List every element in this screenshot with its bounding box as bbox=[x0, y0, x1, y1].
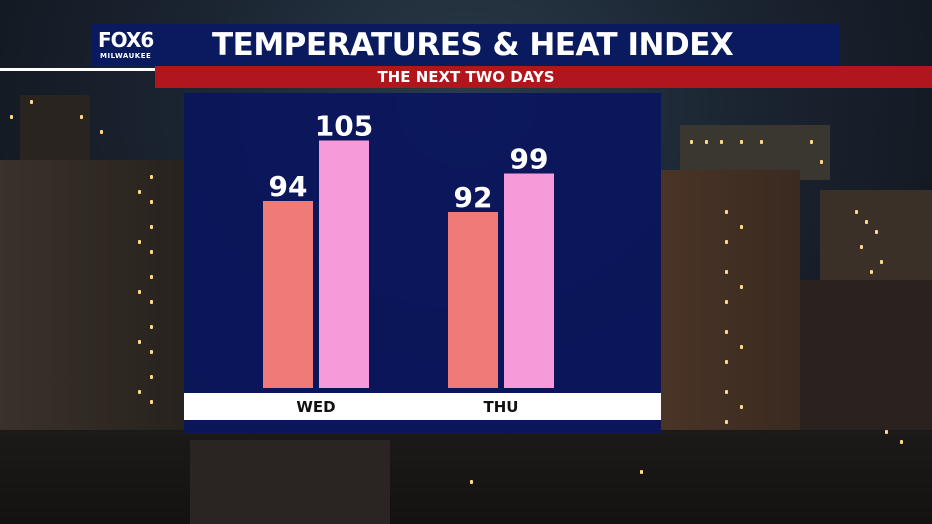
building bbox=[660, 170, 800, 470]
title-bar: FOX6 MILWAUKEE TEMPERATURES & HEAT INDEX bbox=[92, 24, 840, 66]
bar-thu-0 bbox=[448, 212, 498, 388]
window-light bbox=[880, 260, 883, 264]
window-light bbox=[725, 360, 728, 364]
window-light bbox=[740, 225, 743, 229]
window-light bbox=[138, 240, 141, 244]
street bbox=[0, 430, 932, 524]
bar-wed-1 bbox=[319, 140, 369, 388]
window-light bbox=[725, 240, 728, 244]
subtitle-bar: THE NEXT TWO DAYS bbox=[155, 66, 932, 88]
window-light bbox=[150, 275, 153, 279]
window-light bbox=[865, 220, 868, 224]
window-light bbox=[138, 340, 141, 344]
window-light bbox=[740, 285, 743, 289]
data-label: 92 bbox=[454, 181, 493, 214]
window-light bbox=[30, 100, 33, 104]
window-light bbox=[138, 390, 141, 394]
category-label: WED bbox=[296, 398, 335, 416]
data-label: 94 bbox=[269, 170, 308, 203]
window-light bbox=[720, 140, 723, 144]
window-light bbox=[810, 140, 813, 144]
logo-text: FOX6 bbox=[98, 28, 154, 52]
window-light bbox=[725, 210, 728, 214]
window-light bbox=[150, 175, 153, 179]
window-light bbox=[725, 390, 728, 394]
window-light bbox=[705, 140, 708, 144]
building bbox=[190, 440, 390, 524]
window-light bbox=[150, 375, 153, 379]
category-label: THU bbox=[484, 398, 519, 416]
window-light bbox=[138, 190, 141, 194]
window-light bbox=[690, 140, 693, 144]
window-light bbox=[740, 405, 743, 409]
window-light bbox=[885, 430, 888, 434]
window-light bbox=[725, 420, 728, 424]
window-light bbox=[150, 300, 153, 304]
station-logo: FOX6 MILWAUKEE bbox=[98, 28, 170, 62]
divider bbox=[0, 68, 155, 71]
window-light bbox=[150, 200, 153, 204]
window-light bbox=[870, 270, 873, 274]
window-light bbox=[10, 115, 13, 119]
window-light bbox=[150, 225, 153, 229]
window-light bbox=[150, 325, 153, 329]
bar-wed-0 bbox=[263, 201, 313, 388]
window-light bbox=[855, 210, 858, 214]
window-light bbox=[470, 480, 473, 484]
logo-subtext: MILWAUKEE bbox=[100, 52, 152, 60]
window-light bbox=[820, 160, 823, 164]
window-light bbox=[725, 300, 728, 304]
data-label: 105 bbox=[315, 110, 373, 143]
window-light bbox=[740, 345, 743, 349]
page-title: TEMPERATURES & HEAT INDEX bbox=[212, 27, 734, 63]
window-light bbox=[725, 330, 728, 334]
window-light bbox=[80, 115, 83, 119]
window-light bbox=[100, 130, 103, 134]
window-light bbox=[760, 140, 763, 144]
window-light bbox=[875, 230, 878, 234]
window-light bbox=[860, 245, 863, 249]
data-label: 99 bbox=[510, 143, 549, 176]
window-light bbox=[740, 140, 743, 144]
chart-panel: 94 105 WED 92 99 THU bbox=[184, 93, 661, 433]
window-light bbox=[150, 350, 153, 354]
subtitle: THE NEXT TWO DAYS bbox=[377, 68, 555, 86]
bar-thu-1 bbox=[504, 173, 554, 388]
window-light bbox=[900, 440, 903, 444]
category-band bbox=[184, 393, 661, 420]
window-light bbox=[150, 400, 153, 404]
window-light bbox=[640, 470, 643, 474]
window-light bbox=[138, 290, 141, 294]
window-light bbox=[150, 250, 153, 254]
window-light bbox=[725, 270, 728, 274]
building bbox=[820, 190, 932, 285]
